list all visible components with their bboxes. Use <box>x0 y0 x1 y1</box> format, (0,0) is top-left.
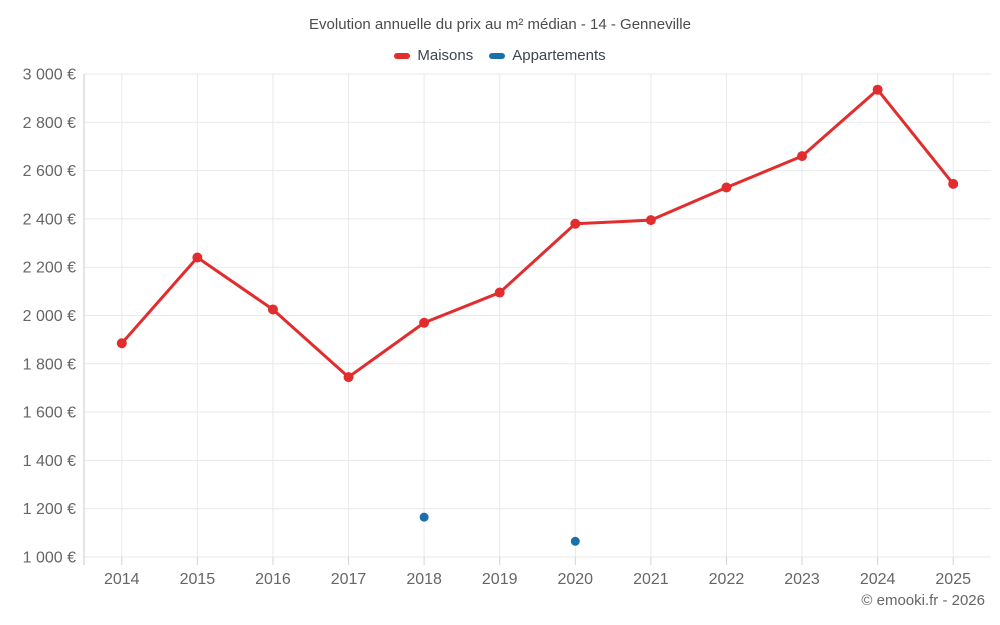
point-maisons-2015[interactable] <box>192 252 203 263</box>
chart-title: Evolution annuelle du prix au m² médian … <box>309 16 691 33</box>
x-tick-label: 2018 <box>406 571 442 588</box>
legend-item-appartements[interactable]: Appartements <box>489 47 606 64</box>
y-tick-label: 2 000 € <box>23 308 76 325</box>
legend-label-appartements: Appartements <box>512 47 606 64</box>
y-tick-label: 2 600 € <box>23 163 76 180</box>
y-tick-label: 1 400 € <box>23 453 76 470</box>
x-tick-label: 2023 <box>784 571 820 588</box>
y-tick-label: 2 400 € <box>23 211 76 228</box>
x-tick-label: 2020 <box>557 571 593 588</box>
x-tick-label: 2019 <box>482 571 518 588</box>
point-maisons-2019[interactable] <box>494 287 505 298</box>
point-maisons-2018[interactable] <box>419 317 430 328</box>
legend-item-maisons[interactable]: Maisons <box>394 47 473 64</box>
y-tick-label: 1 800 € <box>23 356 76 373</box>
y-tick-label: 1 600 € <box>23 405 76 422</box>
point-maisons-2017[interactable] <box>343 372 354 383</box>
chart-legend: Maisons Appartements <box>0 47 1000 64</box>
point-maisons-2021[interactable] <box>645 215 656 226</box>
point-maisons-2016[interactable] <box>267 304 278 315</box>
legend-label-maisons: Maisons <box>417 47 474 64</box>
y-tick-label: 3 000 € <box>23 67 76 84</box>
series-line-maisons <box>120 88 955 379</box>
y-tick-label: 1 200 € <box>23 501 76 518</box>
x-tick-label: 2016 <box>255 571 291 588</box>
x-tick-label: 2017 <box>331 571 367 588</box>
point-maisons-2022[interactable] <box>721 182 732 193</box>
x-tick-label: 2021 <box>633 571 669 588</box>
appartements-swatch-icon <box>489 53 506 59</box>
point-maisons-2023[interactable] <box>797 151 808 162</box>
point-appartements-2018[interactable] <box>419 512 429 522</box>
point-maisons-2014[interactable] <box>116 338 127 349</box>
x-tick-label: 2015 <box>180 571 216 588</box>
point-maisons-2024[interactable] <box>872 84 883 95</box>
y-tick-label: 1 000 € <box>23 550 76 567</box>
y-tick-label: 2 800 € <box>23 115 76 132</box>
point-maisons-2020[interactable] <box>570 218 581 229</box>
x-tick-label: 2014 <box>104 571 140 588</box>
y-tick-label: 2 200 € <box>23 260 76 277</box>
chart-footer: © emooki.fr - 2026 <box>861 592 985 609</box>
point-appartements-2020[interactable] <box>570 536 580 546</box>
x-tick-label: 2024 <box>860 571 896 588</box>
maisons-swatch-icon <box>394 53 411 59</box>
point-maisons-2025[interactable] <box>948 178 959 189</box>
x-tick-label: 2022 <box>709 571 745 588</box>
x-tick-label: 2025 <box>935 571 971 588</box>
